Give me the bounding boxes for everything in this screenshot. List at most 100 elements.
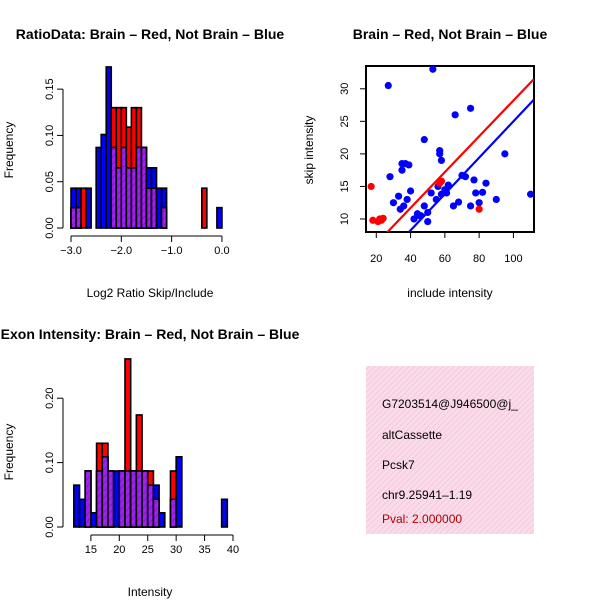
scatter-x-tick-label: 60 (439, 253, 451, 265)
ratio-ylabel: Frequency (2, 122, 16, 179)
intensity-y-tick-label: 0.20 (44, 387, 56, 408)
scatter-point-brain (367, 182, 375, 191)
info-location: chr9.25941–1.19 (382, 488, 472, 502)
ratio-x-tick-label: −3.0 (60, 245, 82, 257)
scatter-point-notbrain (424, 208, 432, 217)
ratio-y-tick-label: 0.15 (44, 78, 56, 99)
info-event-id: G7203514@J946500@j_ (382, 397, 518, 411)
ratio-histogram: RatioData: Brain – Red, Not Brain – Blue… (2, 26, 284, 300)
scatter-point-notbrain (398, 160, 406, 168)
scatter-point-brain (379, 214, 387, 222)
intensity-histogram: Exon Intensity: Brain – Red, Not Brain –… (1, 326, 300, 599)
scatter-point-notbrain (461, 173, 470, 181)
intensity-x-tick-label: 25 (142, 544, 154, 556)
scatter-point-notbrain (389, 199, 398, 207)
scatter-point-notbrain (454, 198, 463, 206)
intensity-axes: 15 20 25 30 35 40 0.00 0.10 0.20 (44, 387, 239, 556)
scatter-point-notbrain (437, 190, 446, 198)
intensity-bar-notbrain (78, 498, 87, 528)
intensity-bars (73, 358, 229, 528)
scatter-fit-line-brain (385, 78, 534, 232)
info-gene: Pcsk7 (382, 458, 415, 472)
intensity-x-tick-label: 40 (227, 544, 239, 556)
scatter-point-brain (436, 179, 444, 187)
intensity-x-tick-label: 20 (113, 544, 125, 556)
intensity-title: Exon Intensity: Brain – Red, Not Brain –… (1, 326, 300, 342)
scatter-point-notbrain (398, 166, 406, 174)
intensity-bar-overlap (107, 470, 115, 528)
intensity-bar-overlap (118, 470, 126, 528)
info-pval: Pval: 2.000000 (382, 512, 462, 526)
intensity-y-tick-label: 0.00 (44, 516, 56, 537)
intensity-bar-overlap (135, 470, 143, 528)
scatter-y-tick-label: 30 (339, 83, 351, 95)
scatter-point-notbrain (413, 210, 422, 218)
intensity-bar-overlap (101, 456, 109, 528)
ratio-x-tick-label: −1.0 (161, 245, 183, 257)
intensity-x-tick-label: 15 (85, 544, 97, 556)
ratio-bar-notbrain (85, 187, 92, 229)
scatter-point-notbrain (406, 187, 415, 195)
scatter-point-notbrain (429, 66, 437, 73)
scatter-point-brain (475, 205, 483, 213)
scatter-point-notbrain (384, 81, 392, 90)
ratio-y-tick-label: 0.10 (44, 125, 56, 146)
intensity-bar-notbrain (112, 470, 121, 528)
ratio-y-tick-label: 0.00 (44, 217, 56, 238)
intensity-bar-overlap (124, 470, 132, 528)
intensity-bar-notbrain (90, 512, 98, 528)
scatter-point-notbrain (386, 173, 394, 181)
scatter-point-notbrain (405, 161, 413, 169)
intensity-bar-overlap (129, 470, 138, 528)
scatter-point-notbrain (492, 195, 500, 204)
intensity-bar-notbrain (73, 484, 81, 528)
scatter-y-tick-label: 15 (339, 180, 351, 192)
scatter-point-notbrain (410, 215, 418, 223)
intensity-bar-overlap (152, 498, 160, 528)
ratio-bar-notbrain (216, 206, 223, 229)
scatter-point-notbrain (432, 195, 440, 204)
scatter-point-notbrain (437, 156, 446, 164)
intensity-bar-overlap (169, 498, 177, 528)
intensity-ylabel: Frequency (2, 424, 16, 481)
scatter-marks (367, 66, 534, 232)
info-box: G7203514@J946500@j_ altCassette Pcsk7 ch… (366, 366, 534, 534)
scatter-point-notbrain (449, 202, 458, 210)
scatter-title: Brain – Red, Not Brain – Blue (353, 26, 548, 42)
scatter-ylabel: skip intensity (302, 116, 316, 185)
ratio-bar-overlap (160, 206, 168, 229)
ratio-y-tick-label: 0.05 (44, 171, 56, 192)
intensity-bar-overlap (84, 470, 92, 528)
scatter-fit-line-notbrain (407, 98, 534, 232)
scatter-point-notbrain (403, 195, 411, 204)
ratio-x-tick-label: 0.0 (214, 245, 229, 257)
ratio-xlabel: Log2 Ratio Skip/Include (87, 286, 214, 300)
scatter-frame (365, 65, 535, 233)
intensity-bar-notbrain (220, 498, 229, 528)
scatter-point-notbrain (482, 179, 490, 187)
scatter-point-notbrain (501, 150, 509, 158)
intensity-bar-overlap (141, 470, 149, 528)
scatter-xlabel: include intensity (407, 286, 492, 300)
scatter-point-notbrain (526, 190, 534, 198)
ratio-x-tick-label: −2.0 (110, 245, 132, 257)
intensity-bar-notbrain (158, 512, 166, 528)
intensity-bar-overlap (95, 470, 104, 528)
scatter-y-tick-label: 10 (339, 213, 351, 225)
scatter-point-notbrain (466, 104, 475, 112)
scatter-point-notbrain (427, 189, 435, 197)
scatter-x-tick-label: 40 (404, 253, 416, 265)
ratio-bars (70, 66, 223, 229)
scatter-point-notbrain (472, 189, 480, 197)
scatter-y-tick-label: 25 (339, 115, 351, 127)
intensity-x-tick-label: 30 (170, 544, 182, 556)
scatter-point-notbrain (436, 150, 444, 158)
scatter-x-tick-label: 80 (473, 253, 485, 265)
scatter-point-notbrain (466, 202, 475, 210)
scatter-y-tick-label: 20 (339, 148, 351, 160)
intensity-xlabel: Intensity (128, 585, 173, 599)
scatter-point-notbrain (475, 199, 483, 207)
ratio-axes: −3.0 −2.0 −1.0 0.0 0.00 0.05 0.10 0.15 (44, 78, 230, 257)
scatter-plot: Brain – Red, Not Brain – Blue 20 40 60 80 10… (302, 26, 547, 300)
